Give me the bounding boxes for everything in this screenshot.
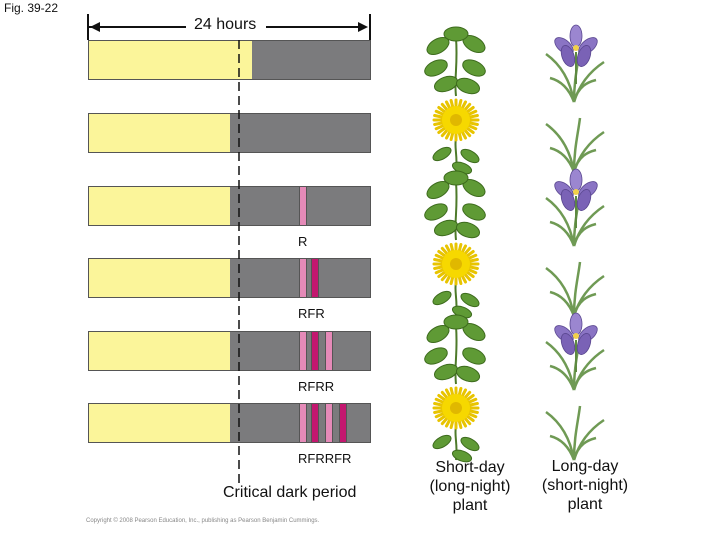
short-day-plant-vegetative-icon <box>424 314 486 385</box>
light-period <box>89 404 230 442</box>
short-day-label-line-1: Short-day <box>435 459 505 476</box>
dark-period <box>252 41 370 79</box>
long-day-label-line-1: Long-day <box>551 458 619 475</box>
short-day-label-line-2: (long-night) <box>429 478 511 495</box>
red-light-flash <box>299 187 307 225</box>
photoperiod-bar-4 <box>88 258 371 298</box>
photoperiod-bar-2 <box>88 113 371 153</box>
flash-sequence-label-3: R <box>298 234 308 249</box>
critical-dark-period-line <box>238 40 240 484</box>
light-period <box>89 259 230 297</box>
far-red-light-flash <box>311 404 319 442</box>
dark-period <box>230 114 370 152</box>
long-day-plant-vegetative-icon <box>545 261 605 317</box>
short-day-label-line-3: plant <box>452 497 488 514</box>
short-day-plant-vegetative-icon <box>424 170 486 241</box>
long-day-plant-label: Long-day (short-night) plant <box>524 457 646 514</box>
far-red-light-flash <box>311 259 319 297</box>
red-light-flash <box>299 259 307 297</box>
long-day-plant-vegetative-icon <box>545 405 605 461</box>
flash-sequence-label-5: RFRR <box>298 379 335 394</box>
short-day-plant-flowering-icon <box>432 242 480 319</box>
figure-label: Fig. 39-22 <box>4 1 59 15</box>
far-red-light-flash <box>311 332 319 370</box>
period-label: 24 hours <box>192 16 259 34</box>
long-day-plant-vegetative-icon <box>545 117 605 173</box>
light-period <box>89 332 230 370</box>
red-light-flash <box>325 404 333 442</box>
copyright-notice: Copyright © 2008 Pearson Education, Inc.… <box>86 518 320 524</box>
red-light-flash <box>299 404 307 442</box>
red-light-flash <box>325 332 333 370</box>
flash-sequence-label-6: RFRRFR <box>298 451 352 466</box>
long-day-plant-flowering-icon <box>545 168 605 247</box>
far-red-light-flash <box>339 404 347 442</box>
photoperiod-bar-3 <box>88 186 371 226</box>
photoperiod-bar-1 <box>88 40 371 80</box>
period-dimension-line <box>87 14 371 40</box>
short-day-plant-flowering-icon <box>432 98 480 175</box>
photoperiod-bar-6 <box>88 403 371 443</box>
short-day-plant-vegetative-icon <box>424 26 486 97</box>
light-period <box>89 187 230 225</box>
long-day-label-line-2: (short-night) <box>541 477 629 494</box>
flash-sequence-label-4: RFR <box>298 306 325 321</box>
long-day-plant-flowering-icon <box>545 312 605 391</box>
red-light-flash <box>299 332 307 370</box>
light-period <box>89 41 252 79</box>
short-day-plant-label: Short-day (long-night) plant <box>410 458 530 515</box>
long-day-label-line-3: plant <box>567 496 603 513</box>
photoperiod-bar-5 <box>88 331 371 371</box>
light-period <box>89 114 230 152</box>
short-day-plant-flowering-icon <box>432 386 480 463</box>
critical-dark-period-label: Critical dark period <box>223 484 357 501</box>
long-day-plant-flowering-icon <box>545 24 605 103</box>
